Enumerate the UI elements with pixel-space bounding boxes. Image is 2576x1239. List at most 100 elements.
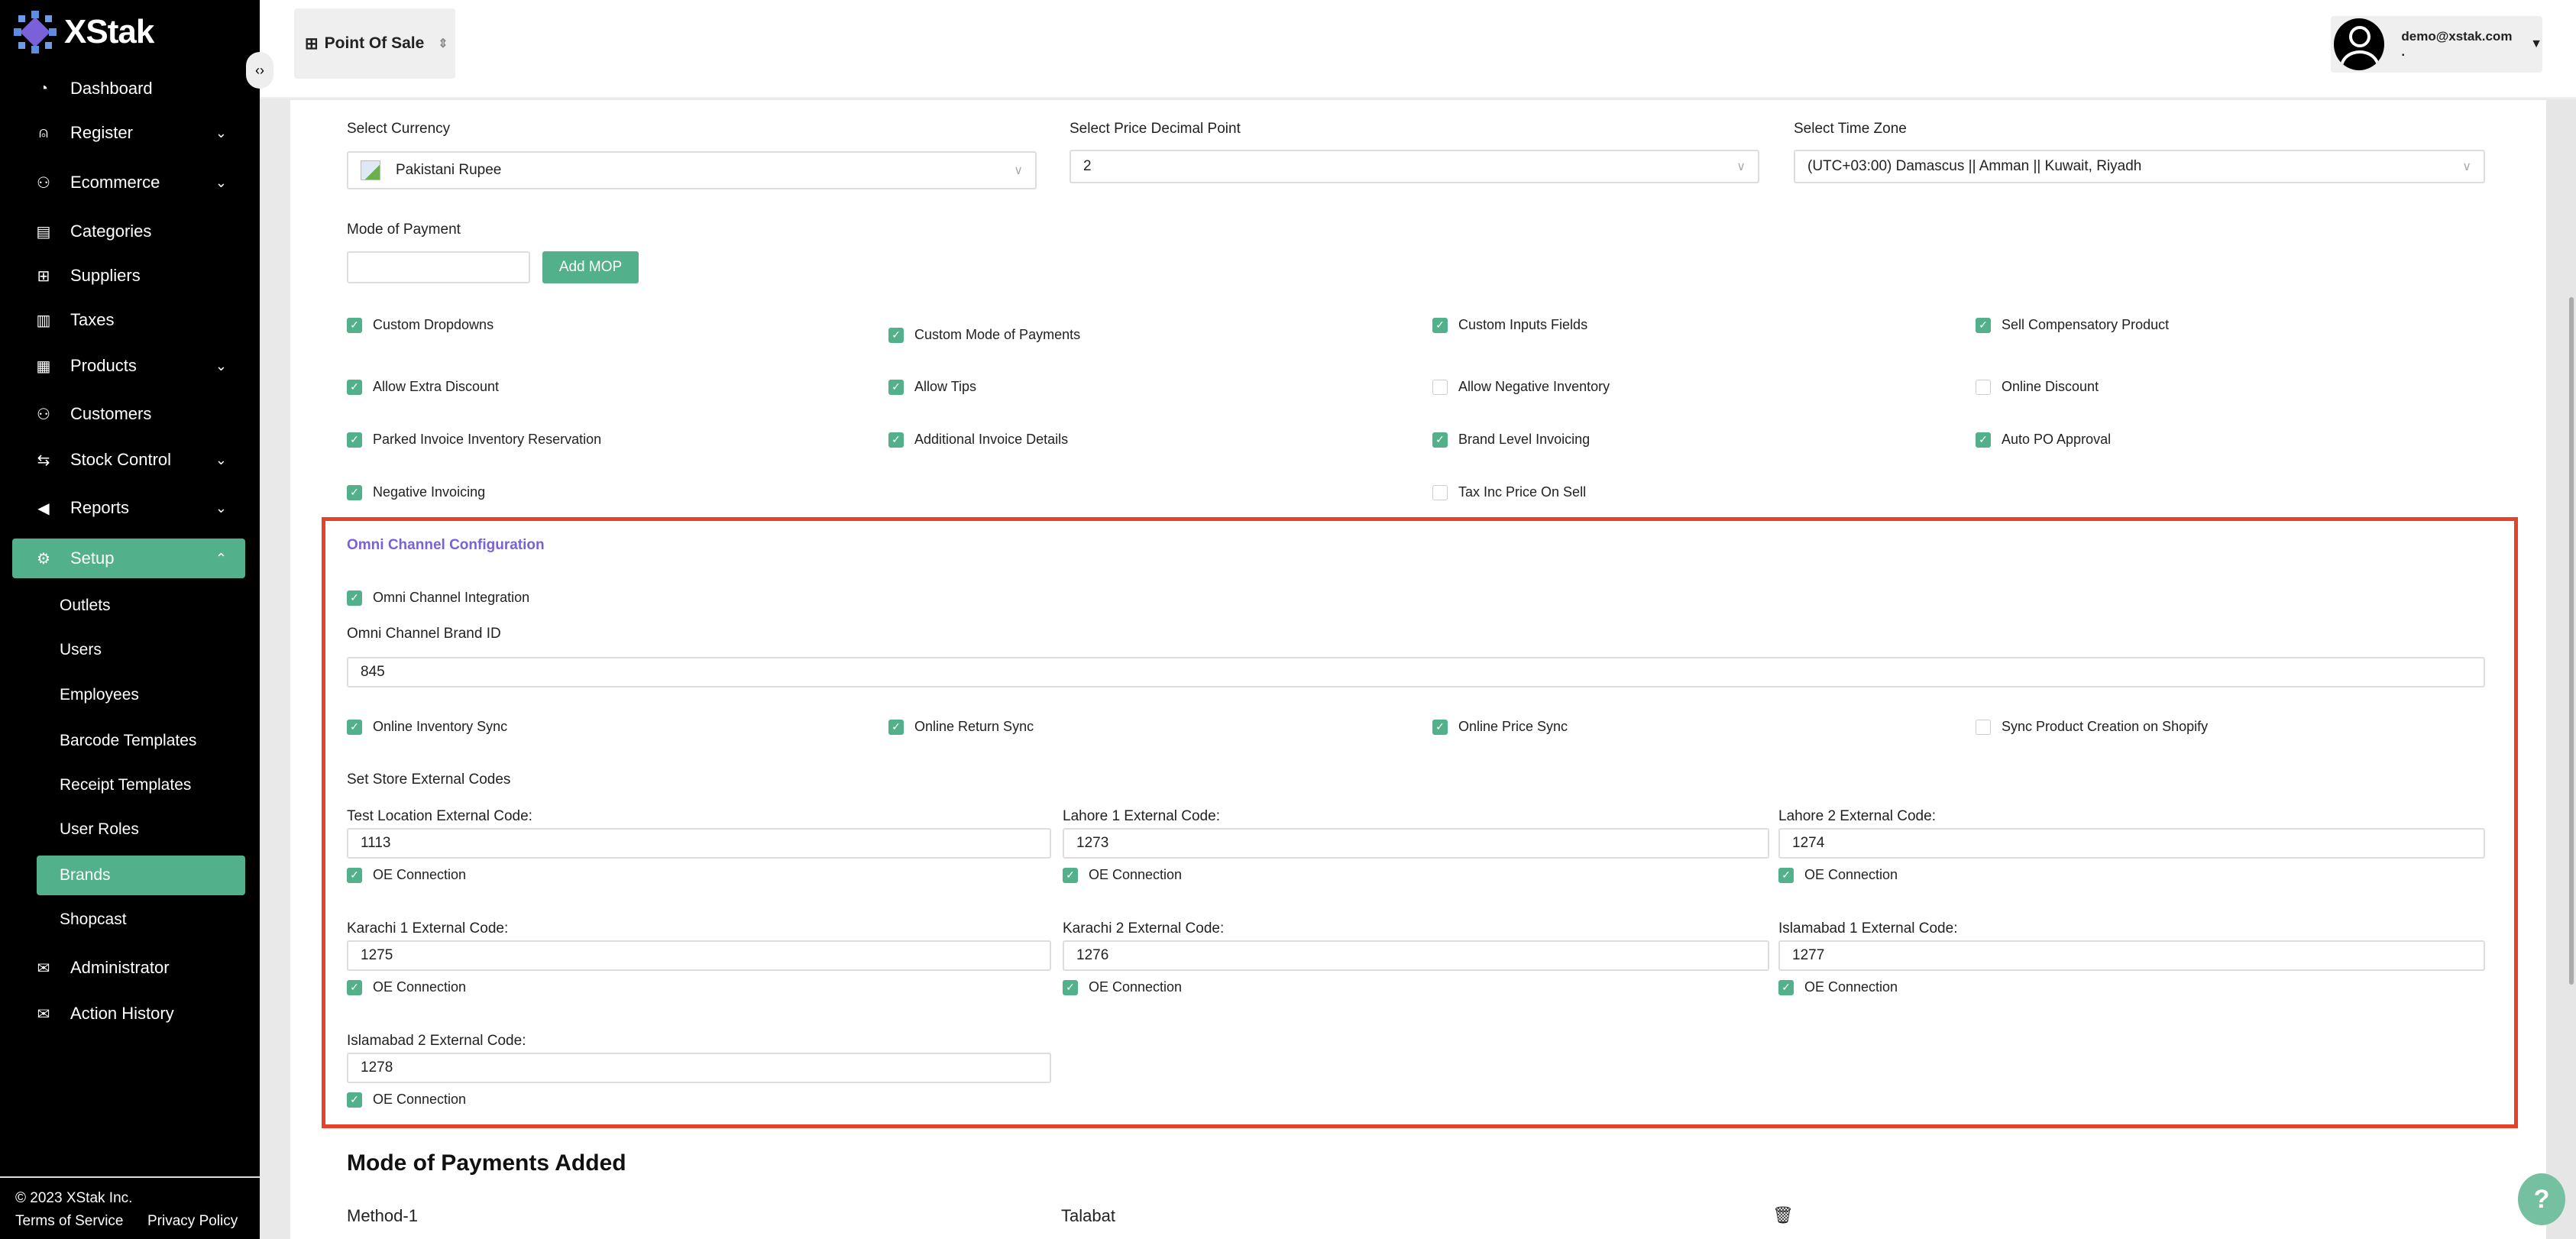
user-menu[interactable]: demo@xstak.com . ▼ (2331, 16, 2542, 73)
oe-connection-checkbox[interactable]: ✓ OE Connection (1063, 979, 1182, 995)
mop-input[interactable] (347, 251, 530, 283)
store-code-label: Karachi 1 External Code: (347, 920, 509, 937)
oe-connection-checkbox[interactable]: ✓ OE Connection (347, 1092, 466, 1108)
checkbox-online-inventory-sync[interactable]: ✓ Online Inventory Sync (347, 719, 507, 735)
checkbox-sync-product-creation-on-shopify[interactable]: Sync Product Creation on Shopify (1976, 719, 2208, 735)
sidebar-item-label: Dashboard (70, 79, 153, 98)
sidebar-item-categories[interactable]: ▤ Categories (12, 212, 245, 251)
mop-type: Talabat (1061, 1206, 1115, 1225)
privacy-link[interactable]: Privacy Policy (147, 1213, 238, 1229)
checkbox-brand-level-invoicing[interactable]: ✓ Brand Level Invoicing (1432, 432, 1590, 448)
sidebar-item-action-history[interactable]: ✉ Action History (12, 994, 245, 1034)
sidebar-subitem-user-roles[interactable]: User Roles (37, 810, 245, 849)
oe-connection-checkbox[interactable]: ✓ OE Connection (1063, 867, 1182, 883)
sidebar-item-suppliers[interactable]: ⊞ Suppliers (12, 256, 245, 296)
checkbox-auto-po-approval[interactable]: ✓ Auto PO Approval (1976, 432, 2111, 448)
sidebar-item-setup[interactable]: ⚙ Setup ⌃ (12, 539, 245, 578)
checkbox-icon: ✓ (1778, 979, 1794, 995)
store-code-input[interactable]: 1277 (1778, 940, 2485, 971)
app-switcher-label: Point Of Sale (324, 34, 425, 52)
timezone-select[interactable]: (UTC+03:00) Damascus || Amman || Kuwait,… (1794, 150, 2485, 183)
chevron-down-icon: ⌄ (215, 174, 227, 190)
sidebar-item-ecommerce[interactable]: ⚇ Ecommerce ⌄ (12, 163, 245, 202)
checkbox-label: Sync Product Creation on Shopify (2002, 719, 2209, 734)
checkbox-allow-tips[interactable]: ✓ Allow Tips (888, 379, 976, 395)
store-code-input[interactable]: 1274 (1778, 828, 2485, 859)
checkbox-sell-compensatory-product[interactable]: ✓ Sell Compensatory Product (1976, 317, 2169, 333)
logo[interactable]: XStak (14, 11, 154, 53)
decimal-select[interactable]: 2 ∨ (1070, 150, 1759, 183)
add-mop-button[interactable]: Add MOP (542, 251, 639, 283)
oe-connection-checkbox[interactable]: ✓ OE Connection (1778, 867, 1898, 883)
checkbox-online-price-sync[interactable]: ✓ Online Price Sync (1432, 719, 1568, 735)
brand-id-input[interactable]: 845 (347, 657, 2485, 687)
store-code-input[interactable]: 1276 (1063, 940, 1769, 971)
decimal-value: 2 (1083, 158, 1092, 174)
store-code-input[interactable]: 1278 (347, 1053, 1051, 1083)
sidebar-collapse-toggle[interactable]: ‹› (246, 52, 273, 89)
caret-down-icon: ▼ (2530, 37, 2542, 50)
checkbox-label: Allow Extra Discount (373, 379, 500, 394)
currency-select[interactable]: Pakistani Rupee ∨ (347, 151, 1037, 189)
user-email: demo@xstak.com . (2401, 29, 2513, 59)
store-code-input[interactable]: 1113 (347, 828, 1051, 859)
checkbox-custom-inputs-fields[interactable]: ✓ Custom Inputs Fields (1432, 317, 1587, 333)
checkbox-label: Parked Invoice Inventory Reservation (373, 432, 602, 447)
scrollbar-thumb[interactable] (2569, 297, 2574, 985)
sidebar-item-taxes[interactable]: ▥ Taxes (12, 300, 245, 340)
app-switcher[interactable]: ⊞ Point Of Sale ⇕ (294, 8, 455, 79)
sidebar-subitem-shopcast[interactable]: Shopcast (37, 900, 245, 940)
checkbox-icon (1976, 379, 1991, 395)
chevron-down-icon: ⌄ (215, 500, 227, 516)
checkbox-online-return-sync[interactable]: ✓ Online Return Sync (888, 719, 1034, 735)
sidebar-item-label: Ecommerce (70, 173, 160, 192)
checkbox-icon: ✓ (1976, 432, 1991, 448)
checkbox-custom-dropdowns[interactable]: ✓ Custom Dropdowns (347, 317, 494, 333)
timezone-value: (UTC+03:00) Damascus || Amman || Kuwait,… (1807, 158, 2142, 174)
checkbox-additional-invoice-details[interactable]: ✓ Additional Invoice Details (888, 432, 1068, 448)
sidebar-subitem-outlets[interactable]: Outlets (37, 586, 245, 626)
sidebar-item-register[interactable]: ⍝ Register ⌄ (12, 113, 245, 153)
checkbox-icon: ✓ (1976, 317, 1991, 333)
checkbox-parked-invoice-inventory-reservation[interactable]: ✓ Parked Invoice Inventory Reservation (347, 432, 601, 448)
sidebar-item-products[interactable]: ▦ Products ⌄ (12, 346, 245, 386)
sidebar-subitem-receipt-templates[interactable]: Receipt Templates (37, 765, 245, 805)
oe-connection-checkbox[interactable]: ✓ OE Connection (347, 867, 466, 883)
sidebar-item-administrator[interactable]: ✉ Administrator (12, 948, 245, 988)
store-code-label: Test Location External Code: (347, 808, 532, 824)
sidebar-subitem-users[interactable]: Users (37, 630, 245, 670)
checkbox-custom-mode-of-payments[interactable]: ✓ Custom Mode of Payments (888, 327, 1080, 343)
sidebar-item-dashboard[interactable]: ◔ Dashboard (12, 69, 245, 108)
checkbox-label: OE Connection (1804, 979, 1898, 995)
oe-connection-checkbox[interactable]: ✓ OE Connection (1778, 979, 1898, 995)
checkbox-allow-negative-inventory[interactable]: Allow Negative Inventory (1432, 379, 1610, 395)
checkbox-allow-extra-discount[interactable]: ✓ Allow Extra Discount (347, 379, 499, 395)
sidebar-item-stock-control[interactable]: ⇆ Stock Control ⌄ (12, 440, 245, 480)
omni-integration-checkbox[interactable]: ✓ Omni Channel Integration (347, 590, 529, 606)
checkbox-icon: ✓ (347, 979, 362, 995)
checkbox-negative-invoicing[interactable]: ✓ Negative Invoicing (347, 484, 485, 500)
help-button[interactable]: ? (2518, 1173, 2565, 1225)
oe-connection-checkbox[interactable]: ✓ OE Connection (347, 979, 466, 995)
mop-added-title: Mode of Payments Added (347, 1150, 626, 1176)
scrollbar[interactable] (2546, 100, 2576, 1239)
dashboard-icon: ◔ (38, 79, 49, 97)
categories-icon: ▤ (36, 223, 51, 241)
store-code-label: Lahore 2 External Code: (1778, 808, 1936, 824)
sidebar-subitem-barcode-templates[interactable]: Barcode Templates (37, 721, 245, 761)
store-code-input[interactable]: 1273 (1063, 828, 1769, 859)
sidebar-item-customers[interactable]: ⚇ Customers (12, 394, 245, 434)
checkbox-online-discount[interactable]: Online Discount (1976, 379, 2099, 395)
store-code-input[interactable]: 1275 (347, 940, 1051, 971)
sidebar-subitem-label: Receipt Templates (60, 776, 192, 794)
trash-icon[interactable]: 🗑 (1772, 1205, 1794, 1224)
sidebar-subitem-label: Brands (60, 866, 111, 884)
terms-link[interactable]: Terms of Service (15, 1213, 124, 1229)
sidebar-subitem-employees[interactable]: Employees (37, 675, 245, 715)
sidebar: XStak ◔ Dashboard ⍝ Register ⌄ ⚇ Ecommer… (0, 0, 260, 1239)
sidebar-subitem-brands[interactable]: Brands (37, 856, 245, 895)
checkbox-label: OE Connection (1089, 867, 1183, 882)
sidebar-item-reports[interactable]: ◀ Reports ⌄ (12, 488, 245, 528)
checkbox-icon (1976, 719, 1991, 735)
checkbox-tax-inc-price-on-sell[interactable]: Tax Inc Price On Sell (1432, 484, 1586, 500)
